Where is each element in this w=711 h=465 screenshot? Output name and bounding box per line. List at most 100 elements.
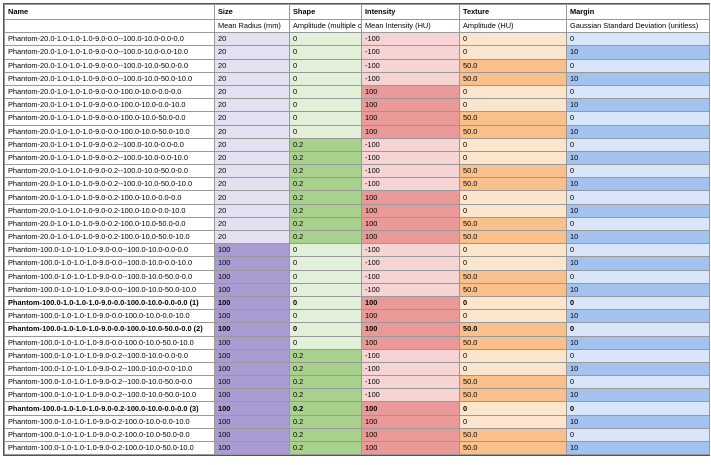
value-cell: 100 xyxy=(214,243,290,258)
name-cell: Phantom-20.0-1.0-1.0-1.0-9.0-0.0--100.0-… xyxy=(4,71,215,86)
value-cell: 10 xyxy=(566,177,710,192)
name-cell: Phantom-20.0-1.0-1.0-1.0-9.0-0.2-100.0-1… xyxy=(4,190,215,205)
value-cell: 100 xyxy=(361,335,460,350)
value-cell: 10 xyxy=(566,203,710,218)
value-cell: 0.2 xyxy=(289,361,362,377)
value-cell: 10 xyxy=(566,361,710,377)
value-cell: 10 xyxy=(566,229,710,245)
name-cell: Phantom-20.0-1.0-1.0-1.0-9.0-0.2-100.0-1… xyxy=(4,216,215,232)
value-cell: 50.0 xyxy=(459,282,567,297)
data-row: Phantom-100.0-1.0-1.0-1.0-9.0-0.2--100.0… xyxy=(4,348,710,363)
value-cell: -100 xyxy=(361,361,460,377)
data-row: Phantom-20.0-1.0-1.0-1.0-9.0-0.0-100.0-1… xyxy=(4,84,710,100)
value-cell: 0 xyxy=(459,348,567,363)
value-cell: 100 xyxy=(361,124,460,139)
value-cell: 50.0 xyxy=(459,164,567,179)
value-cell: 100 xyxy=(361,111,460,126)
value-cell: 50.0 xyxy=(459,269,567,284)
value-cell: -100 xyxy=(361,137,460,152)
value-cell: 0 xyxy=(459,414,567,429)
value-cell: -100 xyxy=(361,269,460,284)
data-row: Phantom-100.0-1.0-1.0-1.0-9.0-0.0--100.0… xyxy=(4,256,710,271)
value-cell: 0.2 xyxy=(289,427,362,443)
value-cell: 0 xyxy=(566,58,710,73)
value-cell: 100 xyxy=(214,414,290,429)
data-row: Phantom-100.0-1.0-1.0-1.0-9.0-0.2-100.0-… xyxy=(4,427,710,443)
data-row: Phantom-100.0-1.0-1.0-1.0-9.0-0.0-100.0-… xyxy=(4,309,710,324)
value-cell: 100 xyxy=(214,388,290,403)
value-cell: -100 xyxy=(361,58,460,73)
column-unit: Mean Radius (mm) xyxy=(214,18,290,34)
name-cell: Phantom-20.0-1.0-1.0-1.0-9.0-0.0--100.0-… xyxy=(4,45,215,60)
unit-row: Mean Radius (mm)Amplitude (multiple of r… xyxy=(4,18,710,34)
value-cell: 100 xyxy=(214,375,290,390)
column-unit: Mean Intensity (HU) xyxy=(361,18,460,34)
value-cell: 10 xyxy=(566,388,710,403)
name-cell: Phantom-100.0-1.0-1.0-1.0-9.0-0.0--100.0… xyxy=(4,243,215,258)
data-row: Phantom-100.0-1.0-1.0-1.0-9.0-0.2--100.0… xyxy=(4,388,710,403)
value-cell: 0 xyxy=(289,98,362,113)
empty-cell xyxy=(4,18,215,34)
value-cell: 10 xyxy=(566,282,710,297)
data-row: Phantom-100.0-1.0-1.0-1.0-9.0-0.0-100.0-… xyxy=(4,335,710,350)
value-cell: 0 xyxy=(459,243,567,258)
value-cell: 10 xyxy=(566,124,710,139)
name-cell: Phantom-20.0-1.0-1.0-1.0-9.0-0.0-100.0-1… xyxy=(4,111,215,126)
name-cell: Phantom-100.0-1.0-1.0-1.0-9.0-0.2-100.0-… xyxy=(4,414,215,429)
value-cell: 20 xyxy=(214,124,290,139)
data-row: Phantom-20.0-1.0-1.0-1.0-9.0-0.0--100.0-… xyxy=(4,45,710,60)
value-cell: 10 xyxy=(566,98,710,113)
value-cell: 0 xyxy=(289,295,362,311)
value-cell: 100 xyxy=(214,348,290,363)
value-cell: 20 xyxy=(214,111,290,126)
column-header: Size xyxy=(214,4,290,20)
name-cell: Phantom-100.0-1.0-1.0-1.0-9.0-0.2--100.0… xyxy=(4,348,215,363)
value-cell: 0 xyxy=(566,190,710,205)
value-cell: 50.0 xyxy=(459,177,567,192)
value-cell: 0 xyxy=(289,71,362,86)
value-cell: 0.2 xyxy=(289,375,362,390)
value-cell: 0 xyxy=(289,45,362,60)
value-cell: -100 xyxy=(361,150,460,166)
value-cell: 0 xyxy=(289,111,362,126)
value-cell: 100 xyxy=(214,440,290,456)
value-cell: 20 xyxy=(214,32,290,47)
value-cell: 100 xyxy=(361,216,460,232)
value-cell: 100 xyxy=(214,335,290,350)
column-unit: Gaussian Standard Deviation (unitless) xyxy=(566,18,710,34)
data-row: Phantom-20.0-1.0-1.0-1.0-9.0-0.0-100.0-1… xyxy=(4,124,710,139)
value-cell: -100 xyxy=(361,32,460,47)
value-cell: 100 xyxy=(214,256,290,271)
value-cell: -100 xyxy=(361,256,460,271)
value-cell: 0 xyxy=(459,190,567,205)
value-cell: 0 xyxy=(566,84,710,100)
value-cell: 0 xyxy=(459,137,567,152)
name-cell: Phantom-20.0-1.0-1.0-1.0-9.0-0.2--100.0-… xyxy=(4,150,215,166)
value-cell: 0.2 xyxy=(289,203,362,218)
value-cell: 0 xyxy=(289,269,362,284)
value-cell: 20 xyxy=(214,190,290,205)
value-cell: 50.0 xyxy=(459,58,567,73)
name-cell: Phantom-100.0-1.0-1.0-1.0-9.0-0.2-100.0-… xyxy=(4,427,215,443)
value-cell: 20 xyxy=(214,150,290,166)
data-row: Phantom-20.0-1.0-1.0-1.0-9.0-0.2--100.0-… xyxy=(4,137,710,152)
value-cell: 0.2 xyxy=(289,229,362,245)
name-cell: Phantom-100.0-1.0-1.0-1.0-9.0-0.0--100.0… xyxy=(4,282,215,297)
value-cell: 100 xyxy=(214,361,290,377)
value-cell: -100 xyxy=(361,243,460,258)
value-cell: -100 xyxy=(361,71,460,86)
value-cell: 10 xyxy=(566,71,710,86)
column-header: Shape xyxy=(289,4,362,20)
value-cell: 0.2 xyxy=(289,137,362,152)
value-cell: 0 xyxy=(566,269,710,284)
value-cell: 0 xyxy=(566,111,710,126)
name-cell: Phantom-20.0-1.0-1.0-1.0-9.0-0.2--100.0-… xyxy=(4,164,215,179)
data-row: Phantom-100.0-1.0-1.0-1.0-9.0-0.0-100.0-… xyxy=(4,295,710,311)
column-header: Intensity xyxy=(361,4,460,20)
data-row: Phantom-20.0-1.0-1.0-1.0-9.0-0.2-100.0-1… xyxy=(4,190,710,205)
value-cell: -100 xyxy=(361,388,460,403)
value-cell: 0 xyxy=(566,32,710,47)
value-cell: 10 xyxy=(566,440,710,456)
name-cell: Phantom-20.0-1.0-1.0-1.0-9.0-0.0--100.0-… xyxy=(4,32,215,47)
value-cell: 10 xyxy=(566,309,710,324)
